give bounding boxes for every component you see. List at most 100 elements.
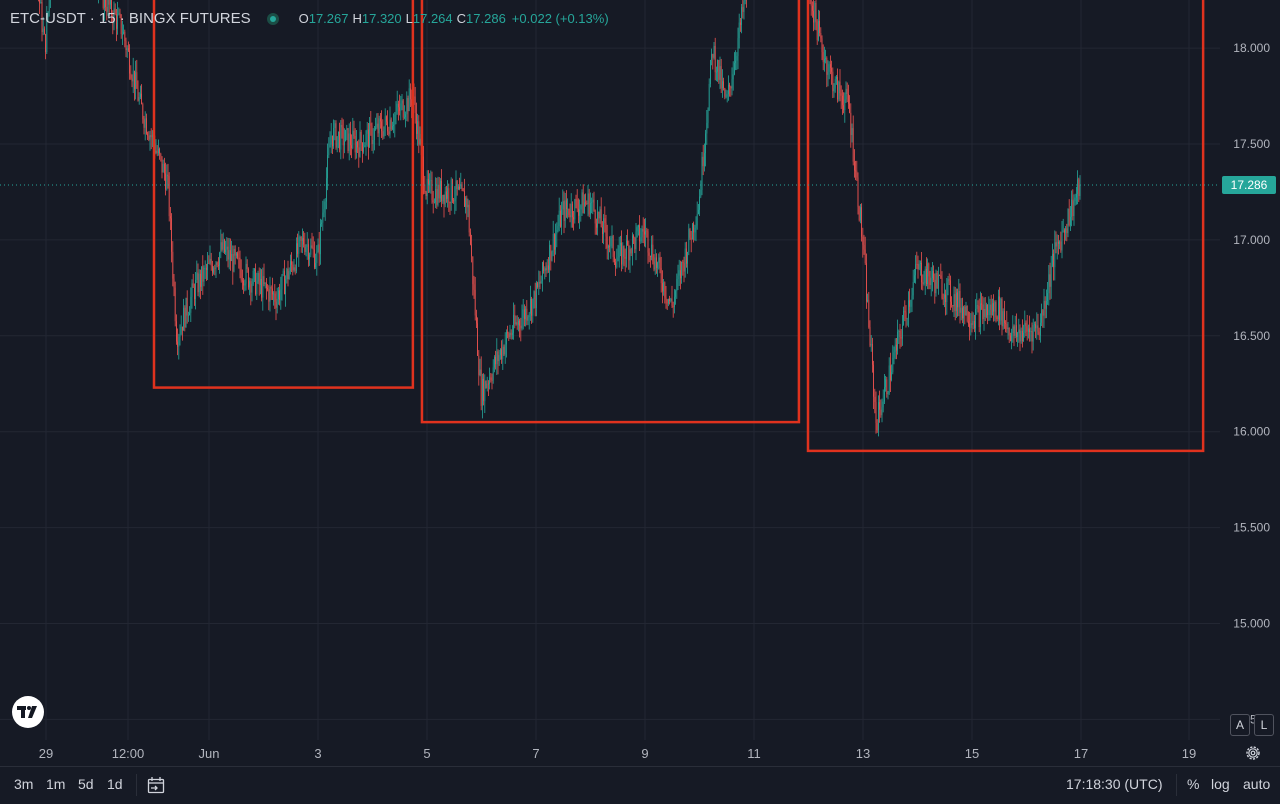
candle-body xyxy=(326,178,327,202)
annotation-rectangle[interactable] xyxy=(420,0,801,424)
candle-body xyxy=(408,88,410,112)
market-status-icon[interactable] xyxy=(266,12,279,25)
candle-body xyxy=(328,147,330,155)
candle-body xyxy=(116,14,117,29)
candle-body xyxy=(177,341,178,347)
candle-body xyxy=(959,291,961,313)
time-axis[interactable]: 29 12:00 Jun 3 5 7 9 11 13 15 17 19 xyxy=(0,740,1280,766)
close-value: 17.286 xyxy=(466,11,506,26)
candle-body xyxy=(1010,335,1011,341)
candle-body xyxy=(990,304,992,316)
candle-body xyxy=(388,131,390,135)
candle-body xyxy=(711,54,712,61)
candle-body xyxy=(249,281,250,288)
candle-body xyxy=(466,198,468,208)
candle-body xyxy=(234,249,236,256)
candle-body xyxy=(472,256,474,285)
candle-body xyxy=(496,351,498,365)
range-3m-button[interactable]: 3m xyxy=(14,776,34,792)
candlestick-chart[interactable] xyxy=(0,0,1220,740)
utc-clock[interactable]: 17:18:30 (UTC) xyxy=(1066,776,1163,792)
candle-body xyxy=(604,218,606,223)
candle-body xyxy=(894,344,896,353)
range-1d-button[interactable]: 1d xyxy=(107,776,123,792)
candle-body xyxy=(201,266,202,287)
candle-body xyxy=(140,93,141,98)
candle-body xyxy=(1005,323,1006,324)
candle-body xyxy=(212,265,213,273)
candle-body xyxy=(118,13,120,15)
candle-body xyxy=(848,94,849,104)
candle-body xyxy=(238,257,240,259)
candle-body xyxy=(1071,199,1072,217)
candle-body xyxy=(929,276,931,286)
candle-body xyxy=(622,246,624,265)
candle-body xyxy=(819,20,820,33)
candle-body xyxy=(528,313,530,318)
candle-body xyxy=(464,191,465,207)
log-scale-toggle[interactable]: log xyxy=(1211,776,1230,792)
chart-pane[interactable] xyxy=(0,0,1220,740)
candle-body xyxy=(39,0,40,4)
percent-scale-toggle[interactable]: % xyxy=(1187,776,1200,792)
candle-body xyxy=(1054,242,1056,268)
candle-body xyxy=(905,312,907,319)
candle-body xyxy=(306,244,308,247)
time-tick-label: 17 xyxy=(1074,746,1088,761)
go-to-date-icon[interactable] xyxy=(146,775,166,798)
candle-body xyxy=(1079,185,1081,197)
candle-body xyxy=(641,228,643,238)
candle-body xyxy=(581,192,583,206)
auto-scale-button[interactable]: A xyxy=(1230,714,1250,736)
candle-body xyxy=(1038,331,1040,336)
range-5d-button[interactable]: 5d xyxy=(78,776,94,792)
candle-body xyxy=(620,242,621,246)
candle-body xyxy=(419,138,421,145)
candle-body xyxy=(150,135,152,138)
candle-body xyxy=(40,1,42,4)
candle-body xyxy=(136,72,138,89)
candle-body xyxy=(338,131,339,137)
candle-body xyxy=(1052,253,1053,266)
candle-body xyxy=(344,141,345,146)
candle-body xyxy=(1034,324,1035,326)
candle-body xyxy=(292,264,294,271)
candle-body xyxy=(195,279,196,300)
annotation-rectangle[interactable] xyxy=(806,0,1205,453)
candle-body xyxy=(322,212,324,223)
candle-body xyxy=(189,312,190,316)
candle-body xyxy=(208,263,210,265)
candle-body xyxy=(693,223,694,233)
candle-body xyxy=(410,88,411,100)
candle-body xyxy=(120,14,122,35)
candle-body xyxy=(837,76,838,100)
candle-body xyxy=(406,98,408,115)
tradingview-logo-icon[interactable] xyxy=(12,696,44,728)
candle-body xyxy=(304,244,306,252)
candle-body xyxy=(993,303,994,312)
candle-body xyxy=(700,190,702,197)
candle-body xyxy=(598,211,600,219)
candle-body xyxy=(1008,327,1010,336)
auto-scale-toggle[interactable]: auto xyxy=(1243,776,1271,792)
price-axis[interactable]: 21.00020.50020.00019.50019.00018.50018.0… xyxy=(1220,0,1280,740)
candle-body xyxy=(833,88,835,92)
symbol-title[interactable]: ETC-USDT · 15 · BINGX FUTURES xyxy=(10,10,251,27)
candle-body xyxy=(441,180,442,202)
annotation-rectangle[interactable] xyxy=(152,0,415,389)
candle-body xyxy=(48,0,50,12)
candle-body xyxy=(204,267,206,269)
candle-body xyxy=(293,267,295,271)
candle-body xyxy=(104,0,105,8)
candle-body xyxy=(460,184,462,189)
candle-body xyxy=(947,279,949,283)
candle-body xyxy=(1013,326,1015,336)
log-scale-button[interactable]: L xyxy=(1254,714,1274,736)
candle-body xyxy=(1023,332,1024,341)
candle-body xyxy=(239,257,241,270)
candle-body xyxy=(345,130,346,142)
chart-settings-button[interactable] xyxy=(1243,743,1263,763)
candle-body xyxy=(730,86,732,89)
range-1m-button[interactable]: 1m xyxy=(46,776,66,792)
candle-body xyxy=(668,298,669,304)
